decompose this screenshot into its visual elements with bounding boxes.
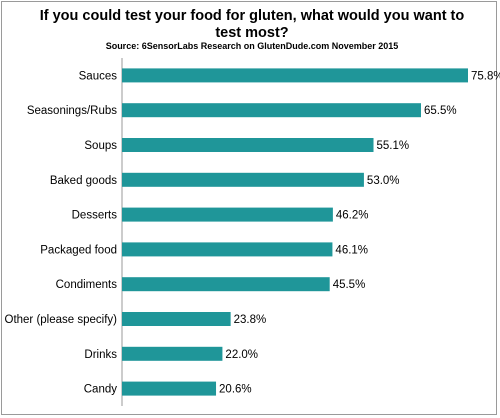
chart-title-line-1: If you could test your food for gluten, … [40, 8, 465, 24]
category-label: Other (please specify) [5, 314, 118, 326]
bar [122, 381, 217, 396]
bar [122, 312, 231, 326]
category-label: Drinks [84, 349, 117, 361]
category-label: Seasonings/Rubs [27, 105, 117, 117]
category-label: Sauces [79, 70, 118, 82]
category-label: Soups [84, 140, 117, 152]
bar [122, 346, 223, 361]
category-label: Baked goods [50, 175, 117, 187]
value-label: 46.2% [336, 210, 369, 222]
value-label: 20.6% [219, 384, 252, 396]
bar [122, 68, 468, 83]
bar [122, 277, 330, 292]
value-label: 46.1% [335, 244, 368, 256]
bar [122, 207, 333, 222]
category-label: Candy [84, 384, 117, 396]
bar [122, 242, 333, 257]
bar [122, 172, 364, 187]
chart-title-line-2: test most? [215, 25, 288, 41]
value-label: 55.1% [377, 140, 410, 152]
value-label: 65.5% [424, 105, 457, 117]
value-label: 45.5% [333, 279, 366, 291]
value-label: 23.8% [234, 314, 267, 326]
value-label: 53.0% [367, 175, 400, 187]
value-label: 75.8% [471, 70, 500, 82]
category-label: Condiments [56, 279, 118, 291]
category-label: Desserts [72, 210, 118, 222]
plot-area: Sauces 75.8% Seasonings/Rubs 65.5% Soups 55.1… [5, 68, 500, 396]
bar [122, 138, 374, 152]
value-label: 22.0% [225, 349, 258, 361]
category-label: Packaged food [40, 244, 117, 256]
chart-subtitle: Source: 6SensorLabs Research on GlutenDu… [106, 41, 399, 51]
bar [122, 103, 421, 118]
